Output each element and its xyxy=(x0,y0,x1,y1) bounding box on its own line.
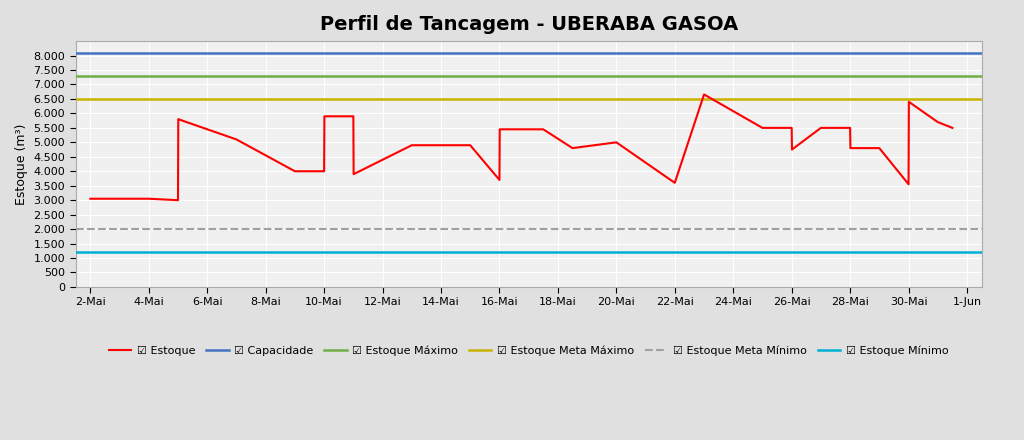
Legend: ☑ Estoque, ☑ Capacidade, ☑ Estoque Máximo, ☑ Estoque Meta Máximo, ☑ Estoque Meta: ☑ Estoque, ☑ Capacidade, ☑ Estoque Máxim… xyxy=(104,341,953,360)
Y-axis label: Estoque (m³): Estoque (m³) xyxy=(15,123,28,205)
Title: Perfil de Tancagem - UBERABA GASOA: Perfil de Tancagem - UBERABA GASOA xyxy=(319,15,738,34)
